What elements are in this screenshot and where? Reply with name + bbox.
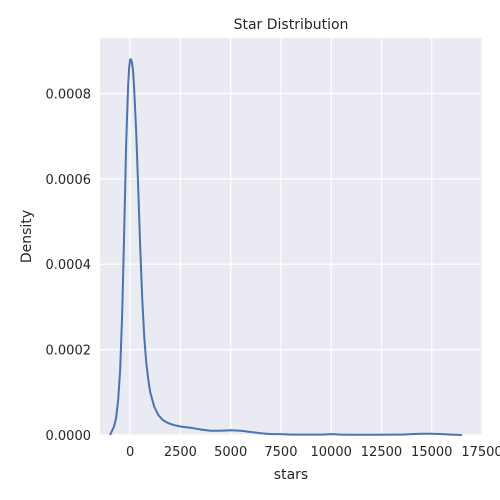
x-tick-label: 2500 <box>164 445 197 460</box>
x-tick-label: 12500 <box>361 445 402 460</box>
y-tick-label: 0.0006 <box>46 173 92 188</box>
density-line <box>109 58 462 436</box>
x-tick-label: 17500 <box>461 445 500 460</box>
plot-area <box>100 38 482 435</box>
chart-title: Star Distribution <box>234 17 349 33</box>
y-tick-label: 0.0002 <box>46 344 92 359</box>
x-tick-label: 5000 <box>214 445 247 460</box>
x-tick-label: 0 <box>126 445 134 460</box>
y-tick-label: 0.0008 <box>46 87 92 102</box>
x-axis-ticks: 0 2500 5000 7500 10000 12500 15000 17500 <box>126 445 500 460</box>
y-tick-label: 0.0000 <box>46 429 92 444</box>
x-axis-label: stars <box>274 467 308 483</box>
y-axis-ticks: 0.0000 0.0002 0.0004 0.0006 0.0008 <box>46 87 92 444</box>
x-tick-label: 15000 <box>411 445 452 460</box>
y-axis-label: Density <box>19 210 35 263</box>
x-tick-label: 10000 <box>311 445 352 460</box>
grid-lines <box>100 38 483 436</box>
y-tick-label: 0.0004 <box>46 258 92 273</box>
x-tick-label: 7500 <box>264 445 297 460</box>
